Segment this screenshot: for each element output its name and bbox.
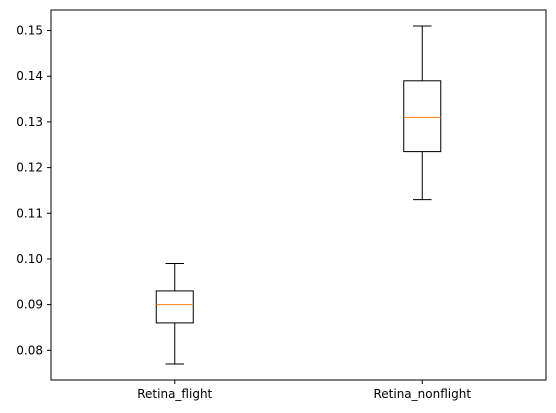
y-tick-label: 0.12: [16, 161, 43, 175]
box-group-retina-flight: [155, 263, 194, 365]
boxes-layer: [155, 25, 442, 365]
x-axis: Retina_flight Retina_nonflight: [137, 380, 471, 401]
box-group-retina-nonflight: [403, 25, 442, 201]
y-tick-label: 0.14: [16, 69, 43, 83]
y-tick-label: 0.13: [16, 115, 43, 129]
plot-area: [50, 9, 547, 381]
y-tick-label: 0.10: [16, 252, 43, 266]
y-tick-label: 0.09: [16, 298, 43, 312]
x-tick-label: Retina_nonflight: [373, 387, 471, 401]
y-axis: 0.08 0.09 0.10 0.11 0.12 0.13 0.14 0.15: [16, 24, 51, 357]
box-iqr: [155, 290, 194, 324]
y-tick-label: 0.15: [16, 24, 43, 38]
x-tick-label: Retina_flight: [137, 387, 212, 401]
y-tick-label: 0.11: [16, 206, 43, 220]
box-iqr: [403, 80, 442, 153]
y-tick-label: 0.08: [16, 343, 43, 357]
